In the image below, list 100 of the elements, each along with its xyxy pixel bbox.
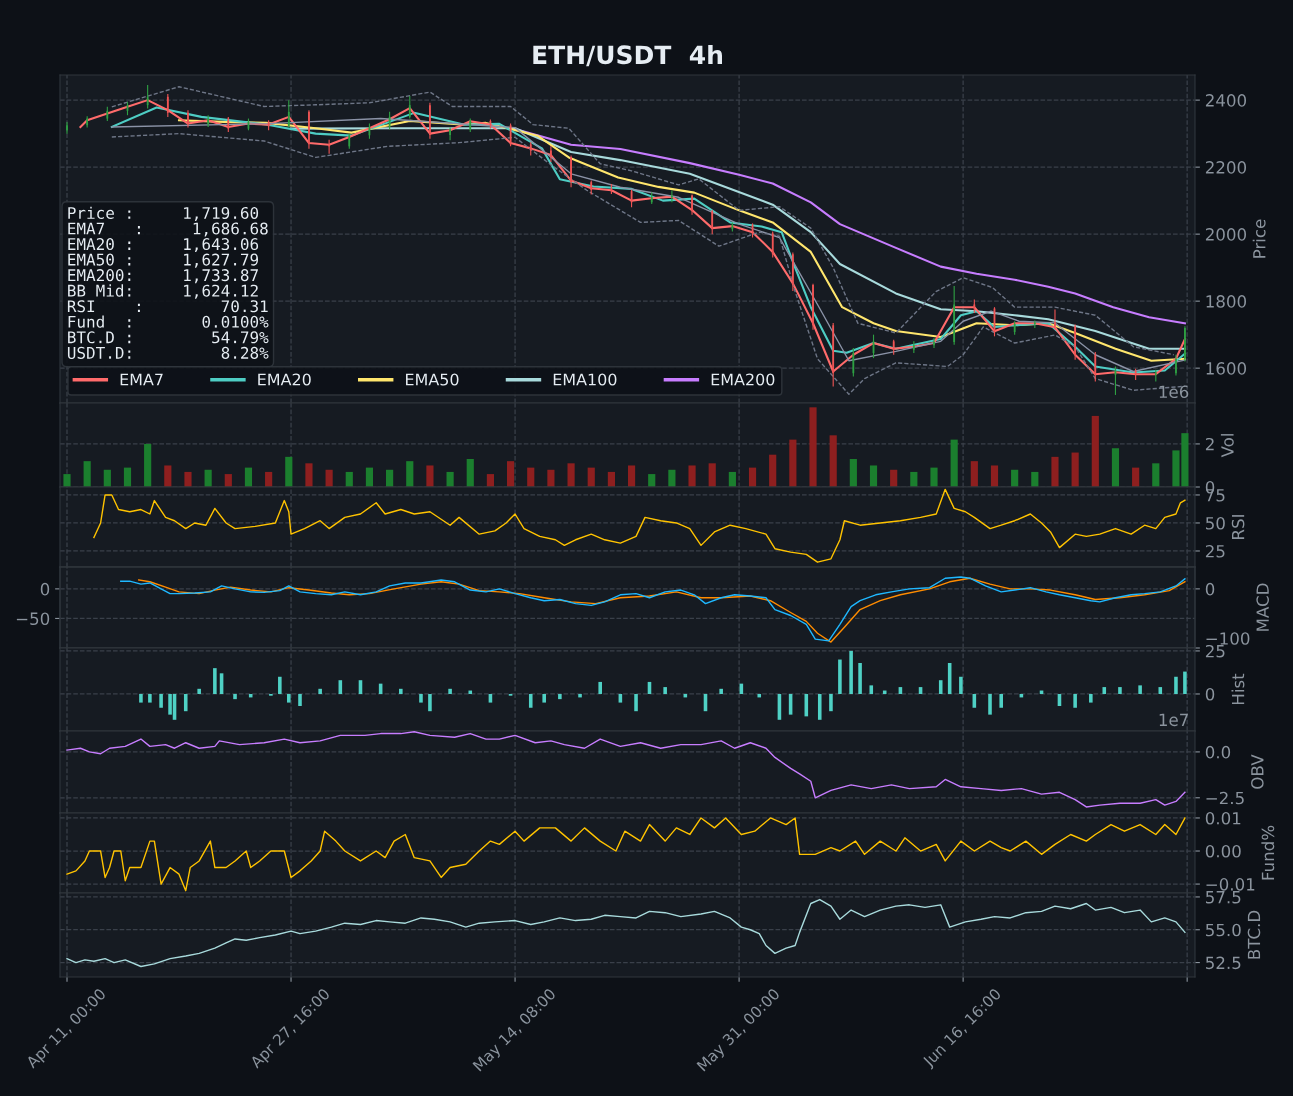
- candlestick: [328, 139, 331, 155]
- bar: [426, 465, 434, 487]
- chart-title: ETH/USDT 4h: [533, 44, 722, 67]
- bar: [1031, 471, 1039, 487]
- annotation: USDT.D: 8.28%: [67, 346, 269, 359]
- y-tick-label: 0.0: [1205, 745, 1231, 759]
- y-tick-label: 2: [1205, 437, 1214, 451]
- bar: [244, 467, 253, 487]
- legend-label: EMA200: [711, 373, 775, 386]
- bar: [144, 443, 152, 487]
- bar: [708, 463, 716, 487]
- candlestick: [691, 194, 693, 216]
- bar: [204, 469, 212, 487]
- y-tick-label: 50: [1206, 516, 1225, 530]
- bar: [648, 474, 656, 487]
- candlestick: [550, 145, 552, 163]
- bar: [83, 461, 91, 487]
- annotation: 1e7: [1159, 713, 1188, 727]
- candlestick: [852, 347, 855, 378]
- candlestick: [408, 95, 411, 120]
- bar: [849, 459, 857, 487]
- bar: [285, 456, 293, 487]
- annotation: EMA7 : 1,686.68: [68, 222, 268, 237]
- bar: [1152, 463, 1160, 487]
- bar: [1091, 415, 1099, 487]
- bar: [748, 467, 757, 487]
- bar: [567, 463, 575, 487]
- y-tick-label: −50: [16, 612, 50, 626]
- legend-label: EMA7: [120, 373, 163, 386]
- bar: [63, 474, 71, 487]
- y-tick-label: 25: [1205, 644, 1225, 658]
- y-tick-label: 57.5: [1206, 891, 1241, 904]
- annotation: RSI : 70.31: [67, 300, 268, 313]
- candlestick: [146, 84, 149, 110]
- y-axis-title: RSI: [1231, 515, 1245, 539]
- bar: [224, 474, 232, 487]
- annotation: EMA200: 1,733.87: [68, 269, 258, 284]
- bar: [123, 467, 132, 487]
- bar: [829, 435, 837, 487]
- annotation: 1e6: [1159, 385, 1189, 399]
- annotation: EMA50 : 1,627.79: [68, 253, 259, 268]
- bar: [910, 471, 918, 487]
- candlestick: [570, 154, 572, 188]
- bar: [1051, 456, 1059, 487]
- candlestick: [429, 102, 431, 140]
- annotation: EMA20 : 1,643.06: [68, 238, 259, 253]
- legend-label: EMA100: [553, 373, 617, 386]
- candlestick: [812, 283, 814, 331]
- bar: [547, 469, 555, 487]
- bar: [627, 465, 636, 487]
- bar: [890, 469, 898, 487]
- bar: [1132, 467, 1140, 487]
- y-axis-title: Vol: [1220, 434, 1234, 458]
- y-tick-label: 1800: [1206, 295, 1247, 308]
- bar: [607, 471, 615, 487]
- bar: [769, 454, 777, 487]
- bar: [466, 459, 474, 487]
- candlestick: [166, 93, 169, 118]
- legend-label: EMA50: [406, 373, 459, 386]
- bar: [386, 469, 394, 487]
- y-axis-title: Fund%: [1261, 825, 1275, 880]
- y-tick-label: −0.01: [1206, 878, 1255, 891]
- bar: [990, 465, 999, 487]
- candlestick: [308, 109, 310, 150]
- y-tick-label: 25: [1205, 544, 1225, 558]
- y-tick-label: −2.5: [1206, 791, 1244, 805]
- y-axis-title: Hist: [1231, 673, 1245, 705]
- y-tick-label: 0: [1205, 687, 1215, 701]
- bar: [325, 469, 333, 487]
- bar: [486, 474, 495, 487]
- bar: [164, 465, 172, 487]
- y-tick-label: 0.01: [1205, 811, 1241, 825]
- bar: [305, 463, 313, 487]
- bar: [365, 467, 374, 487]
- candlestick: [1175, 354, 1177, 377]
- candlestick: [449, 127, 451, 141]
- annotation: Fund : 0.0100%: [68, 315, 269, 328]
- y-tick-label: 2400: [1205, 94, 1247, 107]
- y2-tick-label: −100: [1206, 632, 1250, 645]
- bar: [1011, 469, 1019, 487]
- annotation: BTC.D : 54.79%: [68, 331, 269, 344]
- legend-label: EMA20: [258, 373, 311, 386]
- bar: [728, 471, 736, 487]
- bar: [668, 469, 676, 487]
- bar: [184, 471, 192, 487]
- bar: [869, 465, 878, 487]
- annotation: BB Mid: 1,624.12: [68, 284, 258, 299]
- y2-axis-title: MACD: [1256, 583, 1269, 631]
- bar: [809, 407, 817, 487]
- annotation: Price : 1,719.60: [68, 206, 259, 222]
- bar: [1111, 448, 1120, 487]
- bar: [103, 469, 111, 487]
- y-tick-label: 1600: [1206, 362, 1247, 375]
- candlestick: [1094, 351, 1097, 383]
- bar: [950, 439, 958, 487]
- y-tick-label: 52.5: [1206, 956, 1241, 970]
- bar: [1071, 452, 1079, 487]
- candlestick: [66, 121, 68, 135]
- bar: [930, 467, 938, 487]
- bar: [406, 461, 414, 487]
